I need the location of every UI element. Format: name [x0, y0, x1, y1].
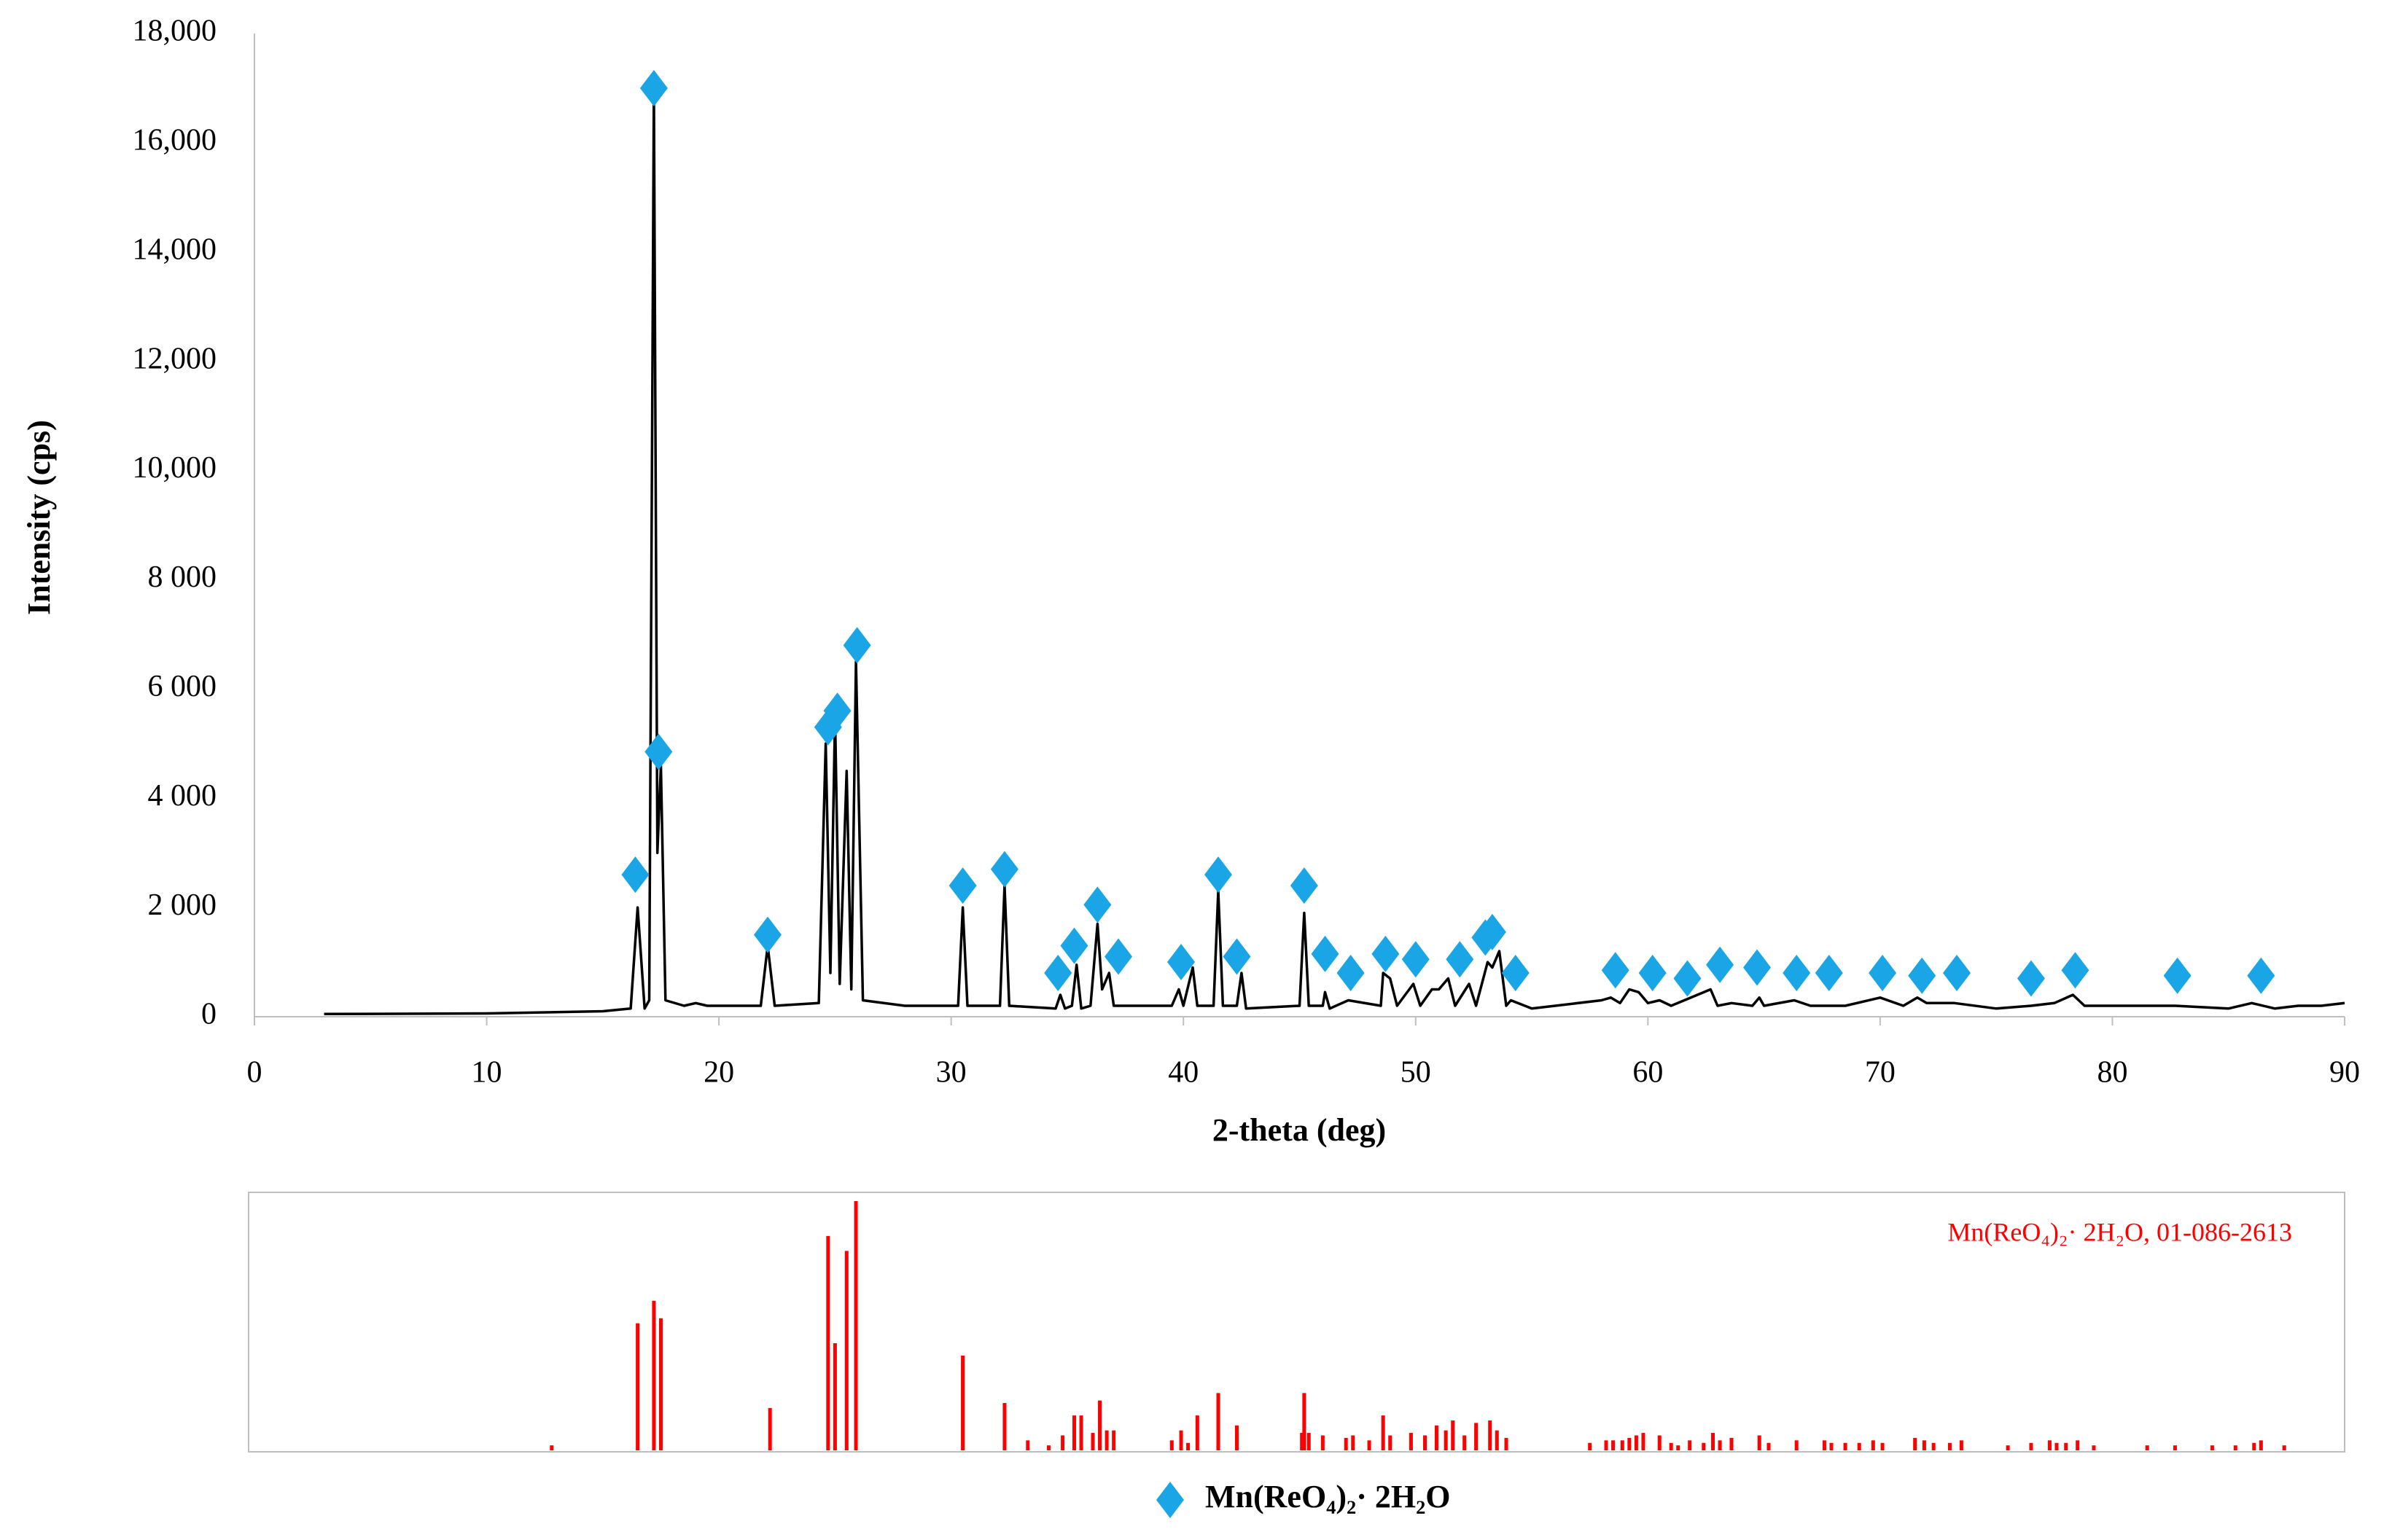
reference-label: Mn(ReO₄)₂· 2H₂O, 01-086-2613 — [1947, 1217, 2292, 1246]
x-tick-label: 60 — [1632, 1056, 1663, 1090]
peak-marker — [1638, 955, 1667, 992]
y-tick-label: 12,000 — [133, 342, 217, 375]
peak-marker — [1783, 955, 1811, 992]
peak-marker — [823, 692, 852, 730]
peak-marker — [1060, 927, 1088, 964]
diffraction-line — [324, 87, 2345, 1016]
peak-marker — [1401, 941, 1430, 978]
peak-marker — [1869, 955, 1897, 992]
peak-marker — [1167, 944, 1196, 981]
x-axis-title: 2-theta (deg) — [1212, 1112, 1386, 1148]
peak-marker — [1601, 952, 1629, 989]
x-tick-label: 0 — [247, 1056, 262, 1090]
y-tick-label: 16,000 — [133, 124, 217, 157]
peak-marker — [1446, 941, 1474, 978]
y-tick-label: 2 000 — [148, 888, 217, 922]
peak-marker — [2061, 952, 2089, 989]
y-axis-title: Intensity (cps) — [21, 420, 57, 615]
peak-marker — [1290, 867, 1318, 904]
y-tick-label: 14,000 — [133, 232, 217, 266]
y-tick-label: 0 — [201, 998, 217, 1031]
peak-marker — [1706, 946, 1734, 983]
x-tick-label: 40 — [1168, 1056, 1199, 1090]
peak-marker — [2247, 957, 2275, 994]
peak-marker — [639, 69, 668, 106]
legend-label: Mn(ReO₄)₂· 2H₂O — [1205, 1479, 1451, 1514]
y-tick-label: 6 000 — [148, 670, 217, 703]
peak-marker — [1204, 856, 1233, 894]
peak-marker — [754, 916, 782, 953]
peak-marker — [1336, 955, 1365, 992]
y-tick-label: 8 000 — [148, 560, 217, 594]
x-tick-label: 70 — [1865, 1056, 1896, 1090]
peak-marker — [1743, 949, 1772, 986]
x-tick-label: 90 — [2329, 1056, 2360, 1090]
peak-marker — [1501, 955, 1530, 992]
peak-marker — [1943, 955, 1971, 992]
legend-marker — [1156, 1482, 1184, 1518]
peak-marker — [2163, 957, 2192, 994]
y-tick-label: 10,000 — [133, 451, 217, 485]
x-tick-label: 30 — [936, 1056, 967, 1090]
x-tick-label: 80 — [2097, 1056, 2127, 1090]
x-tick-label: 20 — [704, 1056, 734, 1090]
x-tick-label: 50 — [1401, 1056, 1431, 1090]
x-tick-label: 10 — [472, 1056, 502, 1090]
y-tick-label: 18,000 — [133, 15, 217, 48]
peak-marker — [1908, 957, 1936, 994]
peak-marker — [1815, 955, 1843, 992]
peak-marker — [1371, 935, 1400, 972]
peak-marker — [1105, 938, 1133, 975]
peak-marker — [843, 627, 871, 664]
reference-panel — [248, 1192, 2345, 1453]
peak-marker — [1311, 935, 1339, 972]
peak-marker — [1478, 913, 1506, 950]
peak-marker — [990, 851, 1018, 888]
peak-marker — [1083, 886, 1112, 923]
peak-marker — [948, 867, 977, 904]
peak-marker — [644, 733, 673, 770]
peak-marker — [2017, 960, 2045, 997]
peak-marker — [1044, 955, 1072, 992]
peak-marker — [1223, 938, 1251, 975]
y-tick-label: 4 000 — [148, 779, 217, 813]
peak-marker — [1673, 960, 1702, 997]
peak-marker — [621, 856, 650, 894]
